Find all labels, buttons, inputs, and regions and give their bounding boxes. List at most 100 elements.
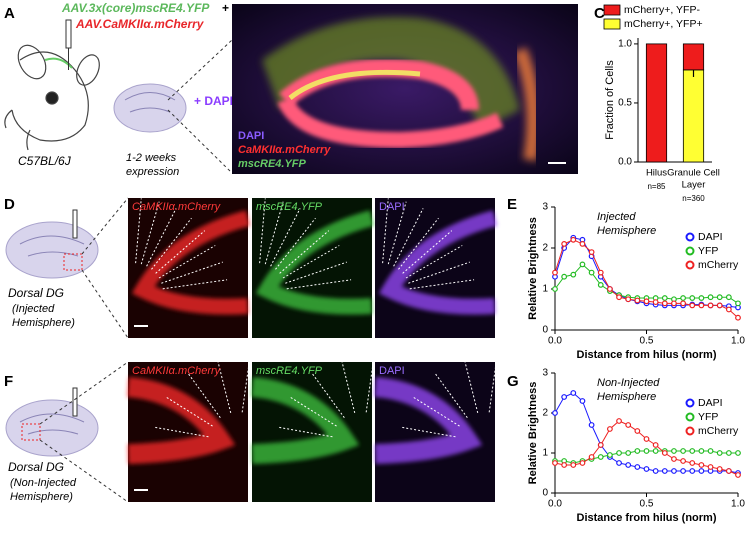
measure-line [165,396,213,427]
microscopy-image: DAPI [375,198,498,338]
legend-label: mCherry+, YFP- [624,4,700,16]
image-rows: CaMKIIα.mCherry mscRE4.YFP DAPI CaMKIIα.mCh… [126,198,567,502]
channel-label: CaMKIIα.mCherry [238,144,331,156]
legend-swatch [603,18,621,30]
data-point [652,468,659,474]
virus-label: AAV.CaMKIIα.mCherry [75,17,205,31]
measure-line [151,217,192,270]
data-point [725,450,732,456]
data-point [671,448,677,454]
measure-line [409,279,475,290]
data-point [689,460,696,466]
legend-marker [685,232,695,242]
data-point [689,302,696,309]
cell-layer [131,210,251,315]
data-point [671,468,677,474]
y-tick-label: 2 [542,243,548,254]
legend-marker [685,412,695,422]
data-point [552,410,558,416]
measure-line [311,372,345,419]
x-tick-label: Hilus [646,168,667,179]
measure-line [158,245,216,279]
x-tick-label: 1.0 [731,336,745,347]
legend-label: mCherry [698,425,739,437]
data-point [661,450,668,456]
measure-line [264,201,284,265]
microscopy-image: mscRE4.YFP [252,198,375,338]
panel-label: D [4,196,15,213]
measure-line [282,245,340,279]
data-point [579,261,586,268]
measure-line [161,261,223,284]
hemisphere-label: Hemisphere) [12,317,75,329]
data-point [616,450,622,456]
cell-layer [373,377,483,464]
data-point [616,418,622,424]
virus-label: AAV.3x(core)mscRE4.YFP [61,1,210,15]
measure-line [187,372,221,419]
data-point [607,426,613,432]
data-point [735,472,741,478]
measure-line [278,426,333,438]
data-point [652,299,659,306]
measure-line [463,359,479,414]
data-point [616,460,622,466]
data-point [570,271,577,278]
data-point [552,269,558,276]
x-tick-label: Layer [682,180,706,191]
data-point [588,269,595,276]
measure-line [365,357,375,413]
data-point [735,314,741,321]
data-point [579,398,586,404]
data-point [680,458,686,464]
region-label: Dorsal DG [8,460,64,474]
timing: 1-2 weeks [126,152,177,164]
measure-line [279,230,330,274]
microscopy-image: CaMKIIα.mCherry [128,198,251,338]
legend-label: DAPI [698,231,723,243]
data-point [643,298,650,305]
data-point [735,450,741,456]
channel-label: mscRE4.YFP [238,158,307,170]
measure-line [434,372,468,419]
data-point [716,294,723,301]
measure-line [275,217,316,270]
channel-label: DAPI [238,130,264,142]
measure-line [499,368,528,417]
panel-label: E [507,196,517,213]
data-point [716,466,723,472]
y-tick-label: 0 [542,488,548,499]
x-tick-label: 0.5 [640,336,654,347]
data-point [725,468,732,474]
data-point [561,273,568,280]
channel-label: CaMKIIα.mCherry [132,201,222,213]
measure-line [513,418,567,435]
brain-slice [113,83,187,133]
channel-label: mscRE4.YFP [256,365,323,377]
data-point [607,452,613,458]
legend-label: mCherry+, YFP+ [624,18,703,30]
bar-segment [682,69,705,163]
data-point [625,450,632,456]
microscopy-image: DAPI [373,357,567,502]
legend-swatch [603,4,621,16]
y-axis-label: Fraction of Cells [604,60,616,140]
data-point [725,306,732,313]
annotation: Non-Injected [597,377,660,389]
data-point [680,295,686,301]
measure-line [408,261,470,284]
data-point [716,450,723,456]
measure-line [387,201,407,265]
measure-line [405,245,463,279]
legend-marker [685,398,695,408]
measure-line [140,201,160,265]
data-point [625,422,632,428]
data-point [725,294,732,301]
data-point [689,295,696,301]
cell-layer [378,210,498,315]
measure-line [402,230,453,274]
legend-label: YFP [698,245,718,257]
microscopy-image: CaMKIIα.mCherry [126,357,320,502]
zoom-lines [167,39,233,174]
data-point [607,286,613,292]
